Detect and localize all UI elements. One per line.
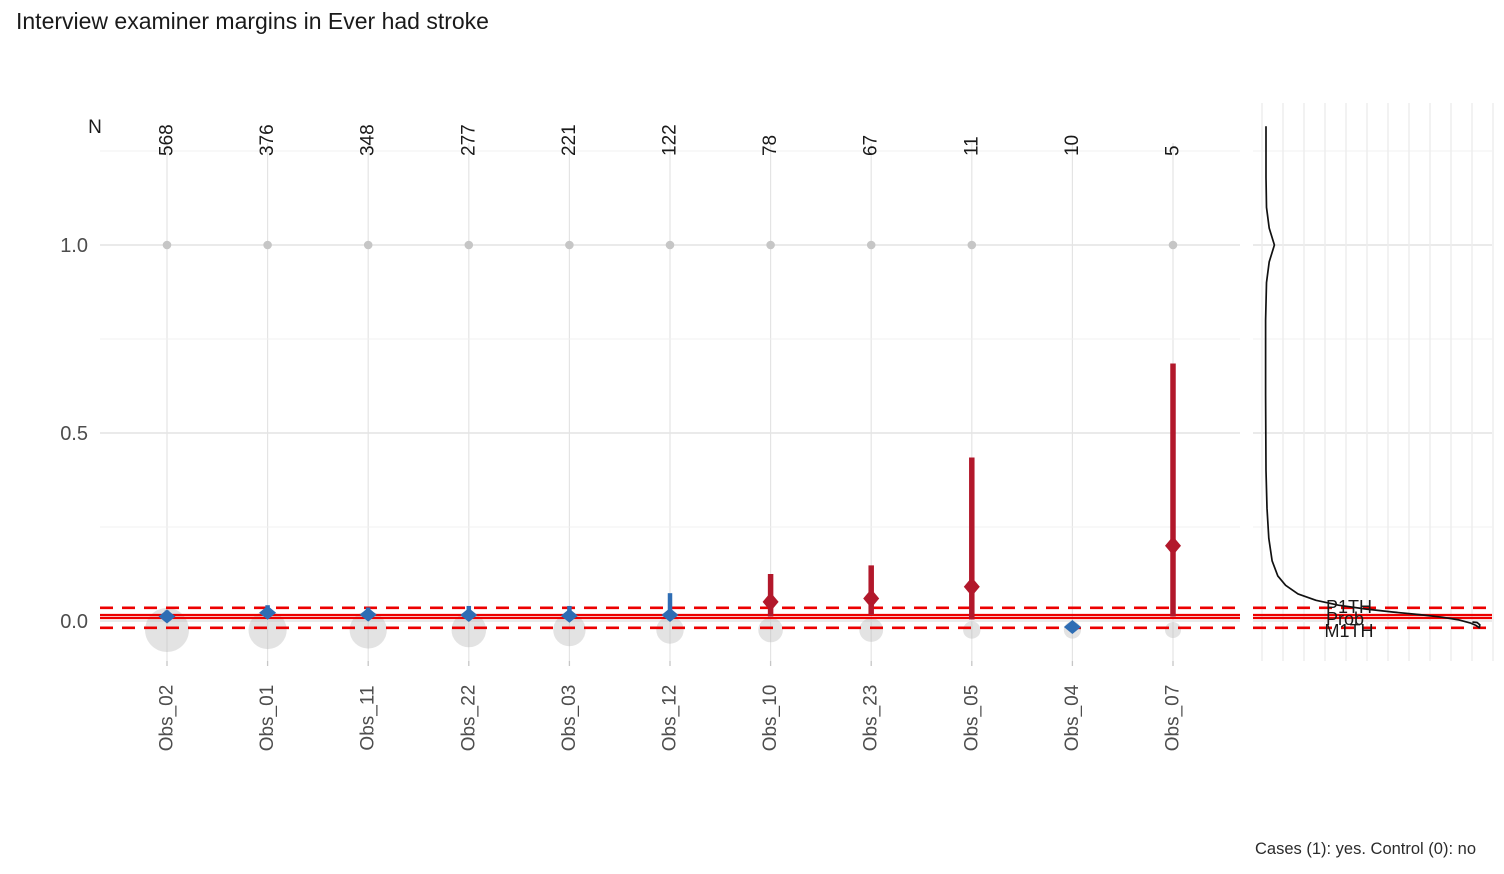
point-estimate-diamond [560,608,578,623]
x-axis-category-label: Obs_02 [157,685,178,752]
point-estimate-diamond [963,577,980,597]
case-count-dot [967,240,977,250]
point-estimate-diamond [661,607,679,622]
case-count-dot [665,240,675,250]
n-value-label: 78 [760,135,781,156]
n-value-label: 10 [1062,135,1083,156]
control-count-bubble [349,611,387,649]
chart-caption: Cases (1): yes. Control (0): no [1255,840,1476,858]
threshold-line-label: Prob [1326,609,1364,629]
case-count-dot [565,240,574,250]
point-estimate-diamond [1165,536,1181,556]
point-estimate-diamond [762,592,779,612]
y-axis-tick-label: 1.0 [60,235,88,257]
x-axis-category-label: Obs_10 [760,685,781,752]
control-count-bubble [656,616,684,644]
x-axis-category-label: Obs_07 [1163,685,1184,752]
x-axis-category-label: Obs_03 [559,685,580,752]
point-estimate-diamond [359,607,377,622]
control-count-bubble [1165,622,1181,638]
y-axis-tick-label: 0.0 [60,611,88,633]
x-axis-category-label: Obs_23 [861,685,882,752]
threshold-line-label: P1TH [1326,597,1372,617]
case-count-dot [162,240,172,250]
point-estimate-diamond [259,605,277,620]
control-count-bubble [963,621,981,639]
x-axis-category-label: Obs_05 [961,685,982,752]
x-axis-category-label: Obs_01 [257,685,278,752]
control-count-bubble [859,618,884,642]
y-axis-tick-label: 0.5 [60,423,88,445]
n-value-label: 568 [157,124,178,156]
case-count-dot [464,240,474,250]
n-value-label: 67 [861,135,882,156]
case-count-dot [363,240,373,250]
point-estimate-diamond [1063,620,1081,634]
x-axis-category-label: Obs_11 [358,685,379,750]
control-count-bubble [248,610,287,650]
x-axis-category-label: Obs_22 [458,685,479,752]
chart-title: Interview examiner margins in Ever had s… [16,8,489,34]
control-count-bubble [451,612,487,648]
case-count-dot [1168,240,1178,250]
n-value-label: 277 [458,124,479,156]
case-count-dot [766,240,775,250]
n-value-label: 5 [1163,145,1184,156]
case-count-dot [263,240,272,250]
point-estimate-diamond [863,588,880,608]
n-column-header: N [88,117,102,138]
n-value-label: 376 [257,124,278,156]
case-count-dot [866,240,876,250]
x-axis-category-label: Obs_12 [660,685,681,752]
n-value-label: 348 [358,124,379,156]
control-count-bubble [758,617,783,643]
point-estimate-diamond [158,609,176,624]
control-count-bubble [553,613,586,647]
point-estimate-diamond [460,607,478,622]
density-curve [1264,126,1481,629]
n-value-label: 11 [961,136,982,156]
threshold-line-label: M1TH [1325,621,1374,641]
x-axis-category-label: Obs_04 [1062,684,1083,751]
n-value-label: 221 [559,124,580,156]
n-value-label: 122 [660,124,681,156]
